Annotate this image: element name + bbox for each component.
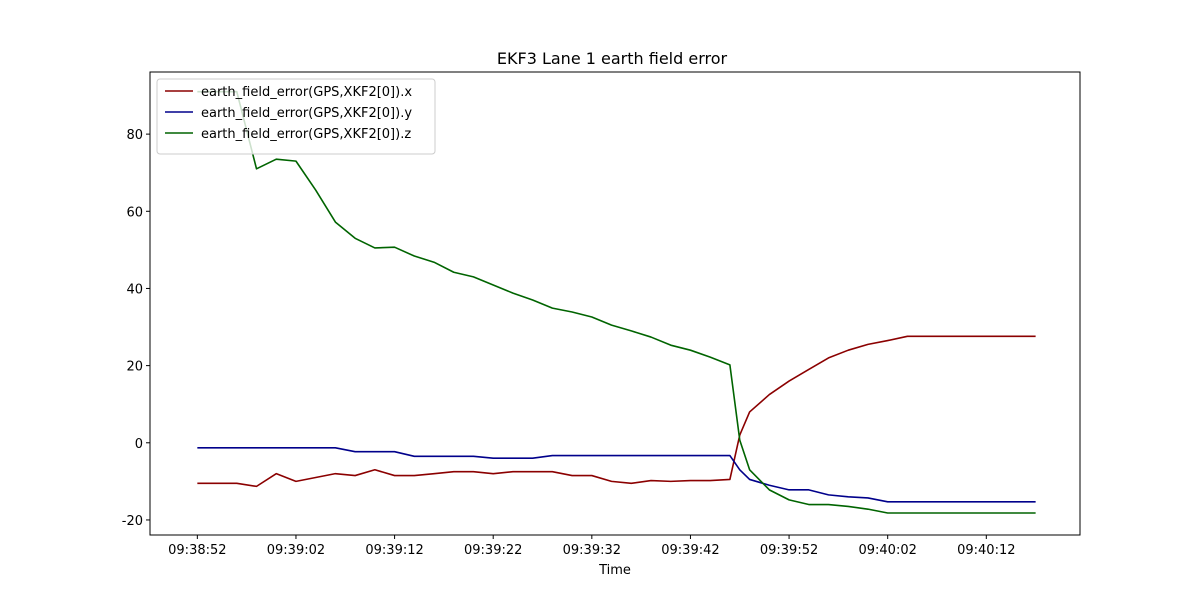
x-axis-label: Time	[598, 563, 631, 578]
x-tick-label: 09:38:52	[168, 543, 226, 558]
x-tick-label: 09:39:42	[661, 543, 719, 558]
x-tick-label: 09:40:02	[858, 543, 916, 558]
plot-frame	[149, 71, 1081, 536]
x-tick-label: 09:39:02	[267, 543, 325, 558]
legend-label: earth_field_error(GPS,XKF2[0]).z	[201, 127, 411, 142]
y-tick-label: 40	[126, 282, 143, 297]
x-tick-label: 09:39:12	[365, 543, 423, 558]
x-tick-label: 09:40:12	[957, 543, 1015, 558]
legend-label: earth_field_error(GPS,XKF2[0]).y	[201, 106, 412, 121]
x-tick-label: 09:39:32	[563, 543, 621, 558]
chart-title: EKF3 Lane 1 earth field error	[497, 49, 728, 68]
plot-lines	[197, 90, 1036, 514]
series-line	[197, 90, 1036, 514]
series-line	[197, 447, 1036, 503]
y-tick-label: 20	[126, 360, 143, 375]
x-tick-label: 09:39:22	[464, 543, 522, 558]
series-line	[197, 335, 1036, 488]
y-tick-label: 0	[135, 437, 143, 452]
legend-label: earth_field_error(GPS,XKF2[0]).x	[201, 85, 412, 100]
y-tick-label: 80	[126, 128, 143, 143]
legend-box	[156, 78, 436, 155]
legend: earth_field_error(GPS,XKF2[0]).x earth_fi…	[156, 78, 436, 155]
y-tick-label: -20	[122, 514, 143, 529]
x-tick-label: 09:39:52	[760, 543, 818, 558]
y-tick-label: 60	[126, 205, 143, 220]
